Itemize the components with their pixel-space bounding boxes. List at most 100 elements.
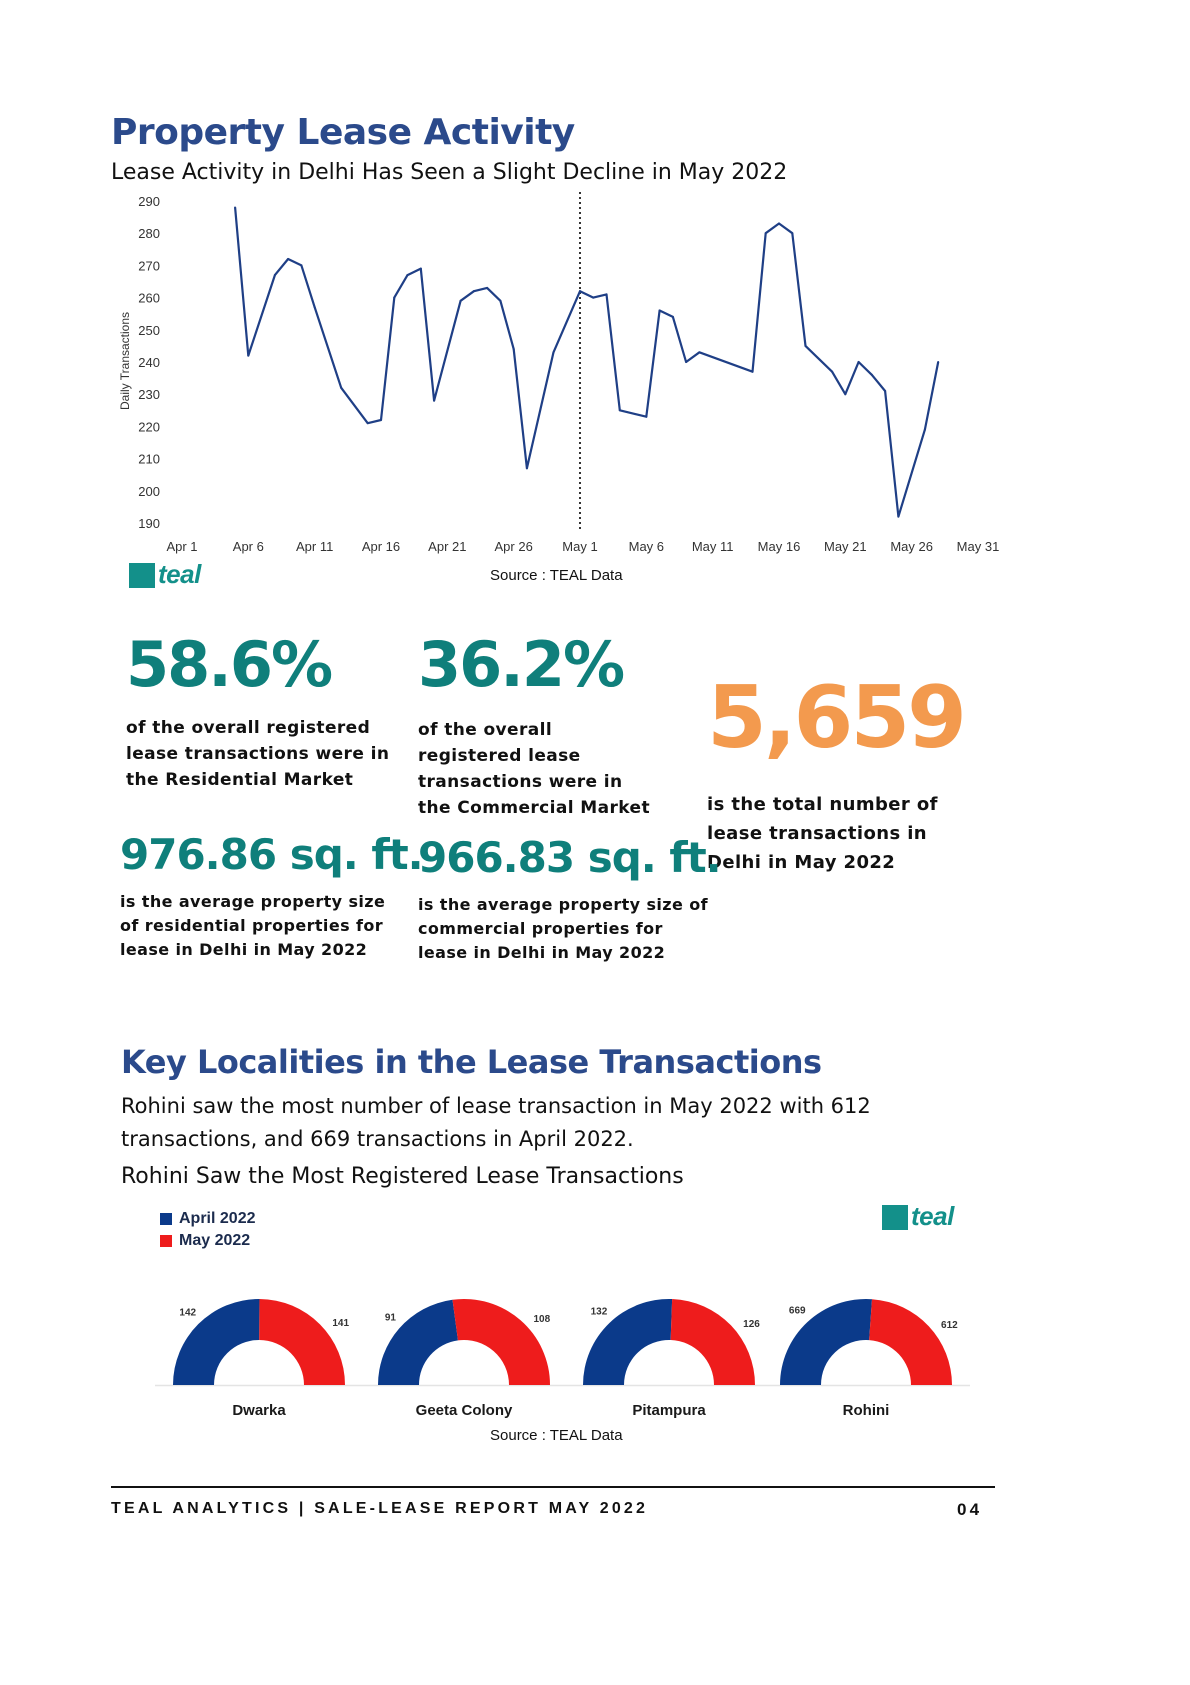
- data-point: [698, 351, 701, 354]
- x-tick-label: Apr 1: [166, 539, 197, 554]
- residential-size-value: 976.86 sq. ft.: [120, 830, 424, 879]
- april-segment: [780, 1299, 873, 1385]
- y-tick-label: 190: [138, 516, 160, 531]
- data-point: [552, 351, 555, 354]
- commercial-size-text: is the average property size of commerci…: [418, 895, 708, 962]
- data-point: [658, 309, 661, 312]
- legend-swatch-may: [160, 1235, 172, 1247]
- y-tick-label: 230: [138, 387, 160, 402]
- x-tick-label: Apr 6: [233, 539, 264, 554]
- data-point: [685, 361, 688, 363]
- data-point: [592, 296, 595, 299]
- chart-legend: April 2022 May 2022: [160, 1208, 255, 1252]
- residential-share-value: 58.6%: [126, 628, 333, 701]
- data-point: [645, 415, 648, 418]
- may-segment: [670, 1299, 755, 1385]
- legend-swatch-april: [160, 1213, 172, 1225]
- april-segment: [378, 1299, 458, 1385]
- april-value-label: 91: [385, 1312, 397, 1323]
- may-value-label: 612: [941, 1320, 958, 1331]
- legend-label-april: April 2022: [179, 1210, 256, 1227]
- y-tick-label: 240: [138, 355, 160, 370]
- data-point: [300, 264, 303, 267]
- commercial-share-text: of the overall registered lease transact…: [418, 720, 650, 818]
- y-tick-label: 200: [138, 484, 160, 499]
- section-title: Property Lease Activity: [111, 112, 575, 153]
- data-point: [605, 293, 608, 296]
- daily-transactions-line-chart: 290 280 270 260 250 240 230 220 210 200 190 Apr 1 Ap…: [118, 192, 999, 554]
- data-point: [366, 422, 369, 425]
- data-point: [234, 206, 237, 209]
- data-point: [671, 315, 674, 318]
- x-tick-label: May 21: [824, 539, 867, 554]
- data-point: [870, 373, 873, 376]
- data-point: [897, 515, 900, 518]
- data-point: [804, 344, 807, 347]
- locality-label: Dwarka: [232, 1402, 286, 1419]
- data-point: [472, 290, 475, 293]
- data-point: [764, 232, 767, 235]
- localities-title: Key Localities in the Lease Transactions: [121, 1043, 822, 1081]
- april-value-label: 142: [179, 1308, 196, 1319]
- data-point: [778, 222, 780, 225]
- data-point: [618, 409, 621, 412]
- data-point: [340, 386, 343, 389]
- may-segment: [259, 1299, 345, 1385]
- may-segment: [452, 1299, 550, 1385]
- data-point: [499, 299, 502, 302]
- x-tick-label: May 16: [758, 539, 801, 554]
- residential-size-text: is the average property size of resident…: [120, 892, 386, 959]
- locality-label: Rohini: [843, 1402, 890, 1419]
- commercial-share-value: 36.2%: [418, 628, 625, 701]
- localities-chart-title: Rohini Saw the Most Registered Lease Tra…: [121, 1164, 684, 1189]
- data-point: [857, 361, 860, 363]
- data-point: [923, 428, 926, 431]
- y-tick-label: 210: [138, 452, 160, 467]
- footer-title: TEAL ANALYTICS | SALE-LEASE REPORT MAY 2…: [111, 1500, 649, 1517]
- x-tick-label: Apr 21: [428, 539, 466, 554]
- x-tick-label: Apr 11: [296, 539, 333, 554]
- x-tick-label: May 1: [562, 539, 597, 554]
- data-point: [393, 296, 396, 299]
- may-segment: [869, 1299, 952, 1385]
- data-point: [313, 306, 316, 309]
- teal-logo: teal: [129, 559, 229, 592]
- data-point: [937, 361, 940, 363]
- y-tick-label: 290: [138, 194, 160, 209]
- footer-divider: [111, 1486, 995, 1488]
- x-tick-label: Apr 16: [362, 539, 400, 554]
- data-point: [884, 389, 887, 392]
- chart-source: Source : TEAL Data: [490, 567, 623, 584]
- legend-label-may: May 2022: [179, 1232, 251, 1249]
- data-point: [579, 290, 581, 293]
- data-point: [433, 399, 436, 402]
- x-tick-label: May 11: [692, 539, 734, 554]
- section-subtitle: Lease Activity in Delhi Has Seen a Sligh…: [111, 160, 788, 185]
- y-axis-label: Daily Transactions: [118, 312, 132, 410]
- page-number: 04: [957, 1500, 983, 1519]
- april-segment: [173, 1299, 260, 1385]
- april-segment: [583, 1299, 673, 1385]
- y-tick-label: 280: [138, 226, 160, 241]
- data-point: [525, 467, 528, 470]
- data-point: [380, 418, 382, 421]
- localities-donut-chart: 142 141 Dwarka 91 108 Geeta Colony 132 126 Pitam…: [155, 1299, 970, 1419]
- y-tick-label: 260: [138, 291, 160, 306]
- may-value-label: 141: [332, 1318, 349, 1329]
- may-value-label: 126: [743, 1319, 760, 1330]
- y-tick-label: 270: [138, 258, 160, 273]
- data-point: [831, 370, 834, 373]
- data-point: [844, 393, 847, 396]
- x-tick-label: May 6: [629, 539, 664, 554]
- april-value-label: 132: [591, 1307, 608, 1318]
- commercial-size-value: 966.83 sq. ft.: [418, 833, 722, 882]
- data-point: [247, 354, 250, 357]
- x-tick-label: Apr 26: [495, 539, 533, 554]
- data-point: [406, 274, 409, 277]
- data-point: [273, 274, 276, 277]
- y-tick-label: 220: [138, 419, 160, 434]
- x-tick-label: May 26: [890, 539, 933, 554]
- locality-label: Geeta Colony: [416, 1402, 513, 1419]
- teal-logo-2: teal: [882, 1201, 982, 1234]
- total-transactions-text: is the total number of lease transaction…: [707, 794, 938, 873]
